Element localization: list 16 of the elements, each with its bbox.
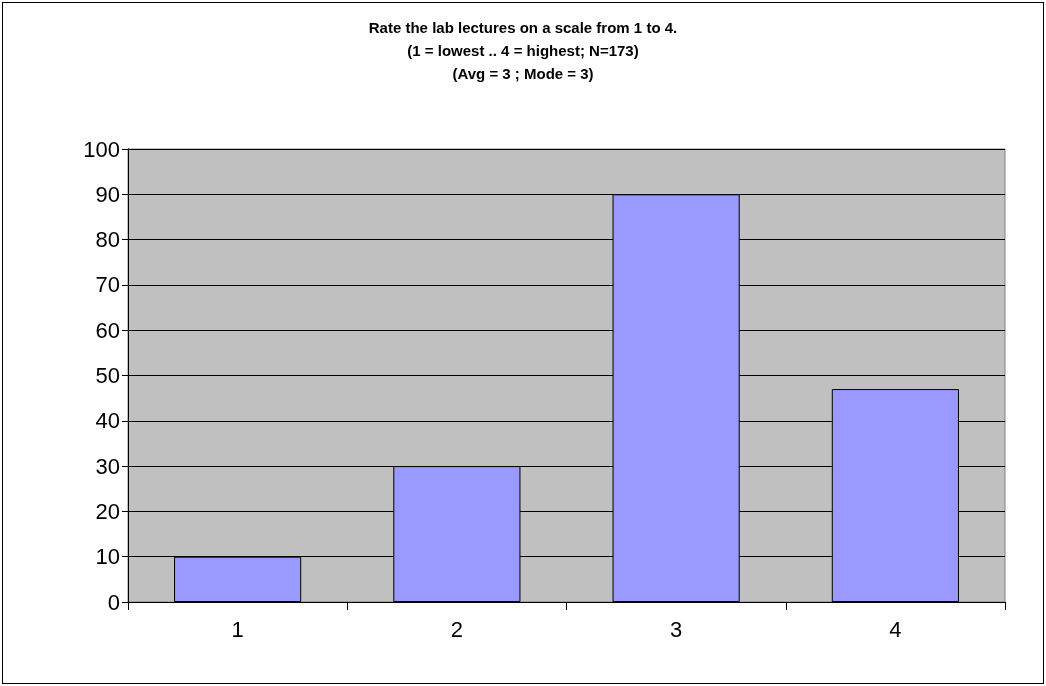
chart-title: Rate the lab lectures on a scale from 1 to 4. (1 = lowest .. 4 = highest; N=173) (Avg = 3 ; Mode = 3) [368,19,678,82]
y-tick-label: 90 [95,181,120,207]
y-tick-label: 0 [107,589,120,615]
y-tick-label: 30 [95,453,120,479]
y-tick-label: 80 [95,227,120,253]
y-tick-label: 40 [95,408,120,434]
y-tick-label: 70 [95,272,120,298]
x-tick-label: 4 [889,616,902,642]
y-tick-label: 100 [83,136,120,162]
x-tick-label: 1 [231,616,244,642]
x-tick-label: 2 [450,616,463,642]
x-tick-label: 3 [670,616,683,642]
y-tick-label: 10 [95,544,120,570]
y-tick-label: 60 [95,317,120,343]
y-tick-label: 20 [95,498,120,524]
y-tick-label: 50 [95,363,120,388]
